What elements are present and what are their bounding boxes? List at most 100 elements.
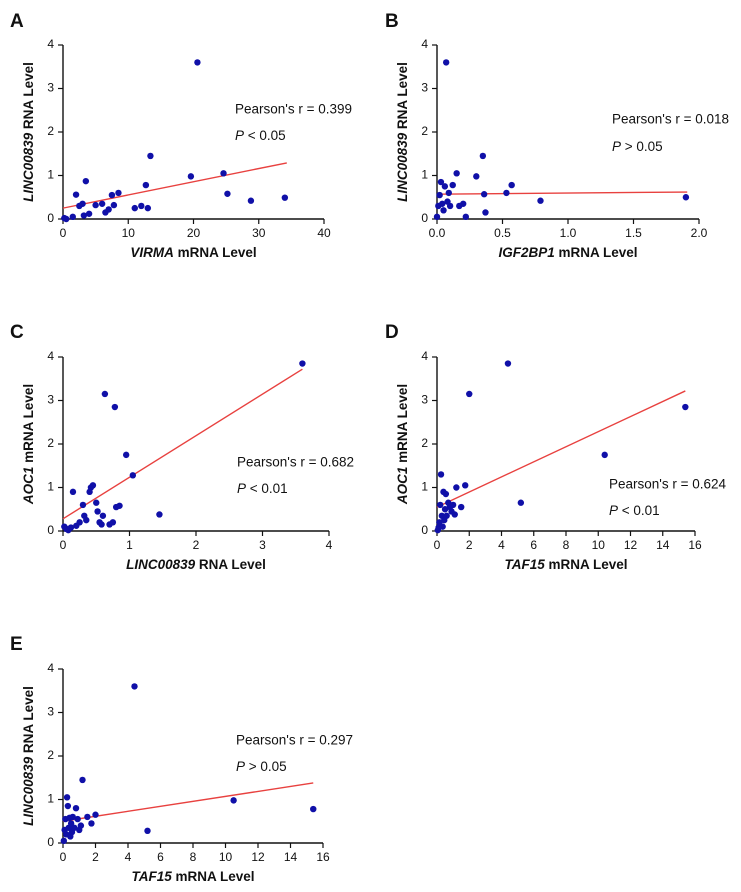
data-point bbox=[433, 213, 441, 221]
panel-letter-b: B bbox=[385, 11, 399, 32]
y-tick-label: 0 bbox=[47, 211, 54, 225]
x-tick-label: 4 bbox=[498, 538, 505, 552]
x-axis-label-gene: LINC00839 bbox=[126, 557, 196, 572]
data-point bbox=[442, 59, 450, 66]
data-point bbox=[69, 488, 77, 496]
x-tick-label: 10 bbox=[219, 850, 233, 864]
data-point bbox=[436, 191, 443, 199]
x-tick-label: 2.0 bbox=[691, 226, 708, 240]
y-axis-label-gene: AOC1 bbox=[21, 467, 36, 506]
x-tick-label: 10 bbox=[122, 226, 136, 240]
x-tick-label: 14 bbox=[284, 850, 298, 864]
p-threshold: > 0.05 bbox=[621, 139, 663, 154]
x-axis-label: TAF15 mRNA Level bbox=[131, 869, 254, 884]
x-axis-label-gene: TAF15 bbox=[131, 869, 172, 884]
p-value-label: P > 0.05 bbox=[236, 759, 287, 774]
data-point bbox=[247, 197, 255, 204]
data-point bbox=[194, 59, 201, 66]
data-point bbox=[83, 516, 90, 524]
p-value-label: P > 0.05 bbox=[612, 139, 663, 154]
data-point bbox=[682, 194, 690, 201]
data-point bbox=[144, 827, 151, 835]
y-tick-label: 2 bbox=[47, 748, 54, 762]
data-point bbox=[93, 499, 100, 506]
data-point bbox=[110, 201, 118, 209]
y-tick-label: 2 bbox=[47, 124, 54, 138]
x-tick-label: 4 bbox=[125, 850, 132, 864]
x-axis-label: VIRMA mRNA Level bbox=[130, 245, 256, 260]
y-tick-label: 0 bbox=[47, 523, 54, 537]
data-point bbox=[537, 197, 544, 204]
pearson-r-label: Pearson's r = 0.297 bbox=[236, 733, 353, 748]
panel-letter-a: A bbox=[10, 11, 24, 32]
x-tick-label: 1.0 bbox=[560, 226, 577, 240]
x-axis-label-gene: IGF2BP1 bbox=[498, 245, 554, 260]
y-tick-label: 4 bbox=[421, 349, 428, 363]
data-point bbox=[462, 482, 469, 489]
y-tick-label: 4 bbox=[47, 349, 54, 363]
x-tick-label: 8 bbox=[190, 850, 197, 864]
x-axis-label-unit: mRNA Level bbox=[174, 245, 257, 260]
y-axis-label-unit: mRNA Level bbox=[21, 384, 36, 467]
y-axis-label-gene: LINC00839 bbox=[21, 132, 36, 202]
data-point bbox=[682, 403, 689, 411]
regression-line bbox=[62, 368, 303, 520]
data-point bbox=[446, 202, 454, 210]
y-tick-label: 3 bbox=[47, 81, 54, 95]
data-point bbox=[72, 191, 80, 198]
y-axis-label-unit: RNA Level bbox=[395, 62, 410, 133]
x-axis-label-unit: mRNA Level bbox=[545, 557, 628, 572]
data-point bbox=[131, 204, 138, 212]
x-tick-label: 0 bbox=[60, 850, 67, 864]
panel-letter-c: C bbox=[10, 322, 24, 343]
x-tick-label: 2 bbox=[193, 538, 200, 552]
data-point bbox=[122, 451, 130, 459]
panel-c: C 0 1 2 3 4 0 1 2 3 4 LINC00839 RNA Level AOC1 mRNA … bbox=[10, 322, 354, 572]
data-point bbox=[129, 472, 137, 479]
y-axis-label: LINC00839 RNA Level bbox=[21, 686, 36, 826]
y-tick-label: 4 bbox=[47, 37, 54, 51]
x-tick-label: 0 bbox=[60, 538, 67, 552]
data-point bbox=[482, 209, 489, 216]
y-tick-label: 3 bbox=[421, 81, 428, 95]
p-symbol: P bbox=[235, 128, 244, 143]
y-tick-label: 4 bbox=[421, 37, 428, 51]
regression-line bbox=[436, 390, 686, 508]
data-point bbox=[109, 519, 117, 526]
x-axis-label: TAF15 mRNA Level bbox=[504, 557, 627, 572]
data-point bbox=[101, 390, 109, 398]
data-point bbox=[74, 815, 81, 823]
data-point bbox=[442, 490, 450, 498]
data-point bbox=[445, 189, 452, 197]
data-point bbox=[224, 190, 231, 197]
data-point bbox=[69, 213, 76, 221]
data-point bbox=[443, 512, 450, 519]
data-point bbox=[63, 794, 71, 801]
data-point bbox=[69, 813, 76, 821]
data-point bbox=[453, 484, 460, 491]
data-point bbox=[79, 776, 86, 784]
data-point bbox=[480, 191, 488, 198]
p-value-label: P < 0.01 bbox=[237, 481, 288, 496]
x-tick-label: 12 bbox=[251, 850, 265, 864]
y-tick-label: 1 bbox=[47, 480, 54, 494]
data-point bbox=[111, 403, 119, 411]
x-axis-label-unit: mRNA Level bbox=[172, 869, 255, 884]
data-point bbox=[88, 820, 95, 827]
data-point bbox=[441, 506, 449, 513]
panel-letter-d: D bbox=[385, 322, 399, 343]
y-tick-label: 1 bbox=[47, 168, 54, 182]
data-point bbox=[601, 451, 608, 459]
y-tick-label: 3 bbox=[47, 705, 54, 719]
x-axis-label: IGF2BP1 mRNA Level bbox=[498, 245, 637, 260]
x-axis-label: LINC00839 RNA Level bbox=[126, 557, 266, 572]
y-tick-label: 1 bbox=[421, 480, 428, 494]
p-threshold: < 0.01 bbox=[246, 481, 288, 496]
p-value-label: P < 0.05 bbox=[235, 128, 286, 143]
data-point bbox=[310, 805, 317, 813]
data-point bbox=[71, 824, 78, 831]
data-point bbox=[77, 822, 85, 829]
data-point bbox=[84, 813, 91, 821]
